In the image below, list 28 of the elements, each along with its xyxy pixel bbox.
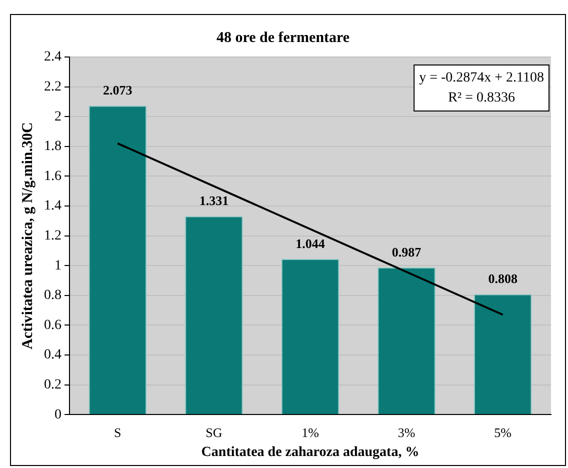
annotation: y = -0.2874x + 2.1108	[419, 70, 544, 86]
x-axis-title: Cantitatea de zaharoza adaugata, %	[201, 445, 420, 460]
chart-title: 48 ore de fermentare	[216, 30, 350, 46]
y-tick-label: 0.2	[44, 377, 62, 392]
y-tick-label: 0.8	[44, 288, 62, 304]
y-tick-label: 1.2	[44, 228, 62, 244]
y-tick-label: 0.6	[44, 318, 62, 333]
x-tick-label: 1%	[302, 424, 320, 440]
x-tick-label: 5%	[494, 424, 512, 440]
x-tick-label: SG	[206, 424, 222, 440]
y-tick-label: 2.4	[44, 50, 62, 65]
y-tick-label: 2.2	[44, 79, 62, 94]
y-tick-label: 0	[54, 407, 62, 422]
data-label: 1.331	[199, 193, 229, 208]
data-label: 0.808	[488, 271, 518, 286]
y-tick-label: 2	[54, 109, 62, 124]
y-tick-label: 0.4	[44, 348, 62, 363]
annotation: R² = 0.8336	[448, 90, 515, 106]
x-tick-label: 3%	[398, 424, 416, 440]
x-tick-label: S	[114, 424, 122, 440]
y-tick-label: 1	[54, 258, 62, 274]
data-label: 0.987	[392, 244, 422, 260]
y-tick-label: 1.6	[44, 168, 62, 184]
data-label: 1.044	[296, 236, 326, 251]
y-tick-label: 1.8	[44, 139, 62, 154]
y-tick-label: 1.4	[44, 198, 62, 214]
y-axis-title: Activitatea ureazica, g N/g.min.30C	[20, 122, 36, 350]
data-label: 2.073	[103, 82, 133, 98]
